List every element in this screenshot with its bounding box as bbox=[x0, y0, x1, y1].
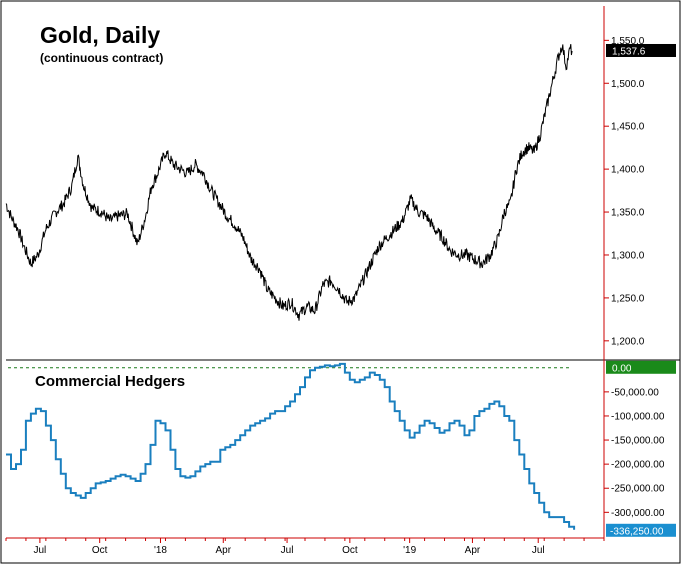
x-tick-label: Jul bbox=[281, 545, 294, 556]
last-price-label: 1,537.6 bbox=[612, 46, 646, 57]
upper-y-tick-label: 1,550.0 bbox=[611, 36, 645, 47]
commercial-hedgers-line bbox=[6, 362, 576, 530]
upper-y-tick-label: 1,200.0 bbox=[611, 336, 645, 347]
upper-y-tick-label: 1,250.0 bbox=[611, 293, 645, 304]
lower-y-tick-label: -100,000.00 bbox=[611, 411, 665, 422]
last-hedgers-label: -336,250.00 bbox=[610, 526, 664, 537]
x-tick-label: Jul bbox=[532, 545, 545, 556]
x-tick-label: Apr bbox=[465, 545, 481, 556]
upper-y-tick-label: 1,500.0 bbox=[611, 79, 645, 90]
lower-y-tick-label: -50,000.00 bbox=[611, 387, 659, 398]
upper-y-tick-label: 1,350.0 bbox=[611, 208, 645, 219]
lower-panel-title: Commercial Hedgers bbox=[35, 373, 186, 390]
lower-y-tick-label: -200,000.00 bbox=[611, 460, 665, 471]
lower-y-tick-label: -300,000.00 bbox=[611, 508, 665, 519]
zero-label: 0.00 bbox=[612, 363, 632, 374]
chart-subtitle: (continuous contract) bbox=[40, 51, 164, 65]
zero-label-box bbox=[606, 360, 676, 374]
chart-title: Gold, Daily bbox=[40, 22, 161, 48]
gold-price-line bbox=[5, 44, 573, 321]
x-tick-label: Oct bbox=[92, 545, 108, 556]
x-tick-label: '19 bbox=[403, 545, 416, 556]
lower-y-tick-label: -250,000.00 bbox=[611, 484, 665, 495]
lower-y-tick-label: -150,000.00 bbox=[611, 436, 665, 447]
x-tick-label: '18 bbox=[154, 545, 167, 556]
last-price-box bbox=[606, 43, 676, 57]
x-tick-label: Apr bbox=[215, 545, 231, 556]
upper-y-tick-label: 1,450.0 bbox=[611, 122, 645, 133]
upper-y-tick-label: 1,300.0 bbox=[611, 250, 645, 261]
last-hedgers-box bbox=[606, 523, 676, 537]
x-tick-label: Jul bbox=[33, 545, 46, 556]
x-tick-label: Oct bbox=[342, 545, 358, 556]
upper-y-tick-label: 1,400.0 bbox=[611, 165, 645, 176]
